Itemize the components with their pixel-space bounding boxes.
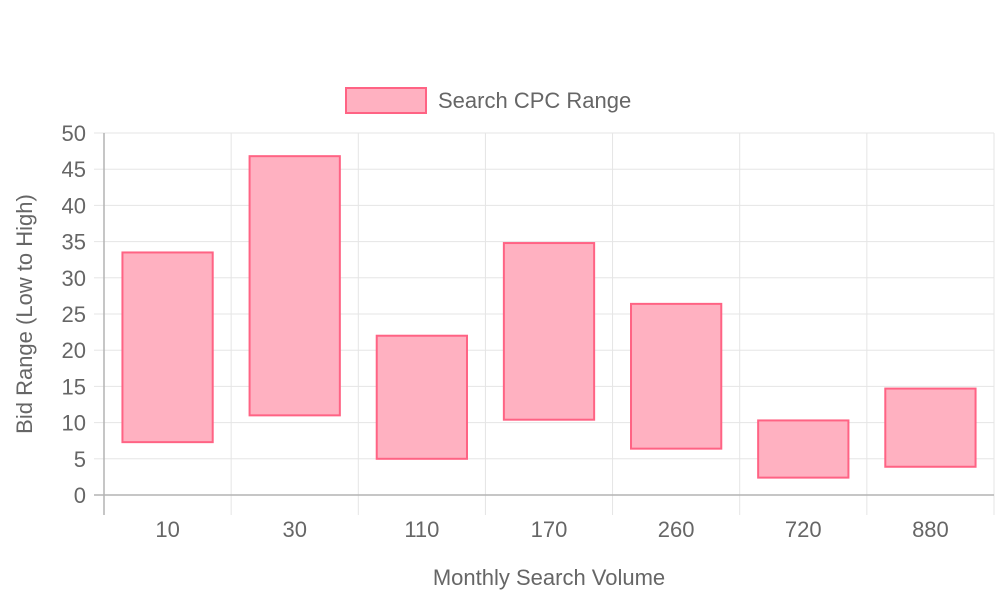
legend-label: Search CPC Range (438, 88, 631, 113)
bars (121, 155, 977, 479)
range-bar (248, 155, 341, 417)
range-bar (502, 242, 596, 421)
range-bar (375, 334, 468, 460)
y-tick-label: 45 (62, 157, 86, 182)
x-tick-label: 260 (658, 517, 695, 542)
y-tick-label: 15 (62, 374, 86, 399)
y-tick-label: 50 (62, 121, 86, 146)
y-tick-label: 30 (62, 266, 86, 291)
x-axis-title: Monthly Search Volume (433, 565, 665, 590)
x-tick-label: 10 (155, 517, 179, 542)
y-axis-ticks: 0 5 10 15 20 25 30 35 40 45 50 (62, 121, 86, 508)
y-tick-label: 25 (62, 302, 86, 327)
legend[interactable]: Search CPC Range (345, 87, 631, 114)
range-bar (630, 302, 723, 450)
x-tick-label: 880 (912, 517, 949, 542)
axes (94, 133, 994, 515)
range-bar (121, 251, 214, 444)
y-tick-label: 35 (62, 230, 86, 255)
x-tick-label: 110 (404, 517, 439, 542)
y-tick-label: 0 (74, 483, 86, 508)
y-tick-label: 10 (62, 411, 86, 436)
range-bar (757, 419, 850, 479)
legend-swatch (345, 87, 427, 114)
y-tick-label: 40 (62, 193, 86, 218)
range-bar (884, 387, 977, 468)
x-tick-label: 30 (282, 517, 306, 542)
x-tick-label: 720 (785, 517, 822, 542)
y-tick-label: 5 (74, 447, 86, 472)
x-axis-ticks: 10 30 110 170 260 720 880 (155, 517, 948, 542)
y-axis-title: Bid Range (Low to High) (12, 194, 37, 434)
y-tick-label: 20 (62, 338, 86, 363)
x-tick-label: 170 (531, 517, 568, 542)
